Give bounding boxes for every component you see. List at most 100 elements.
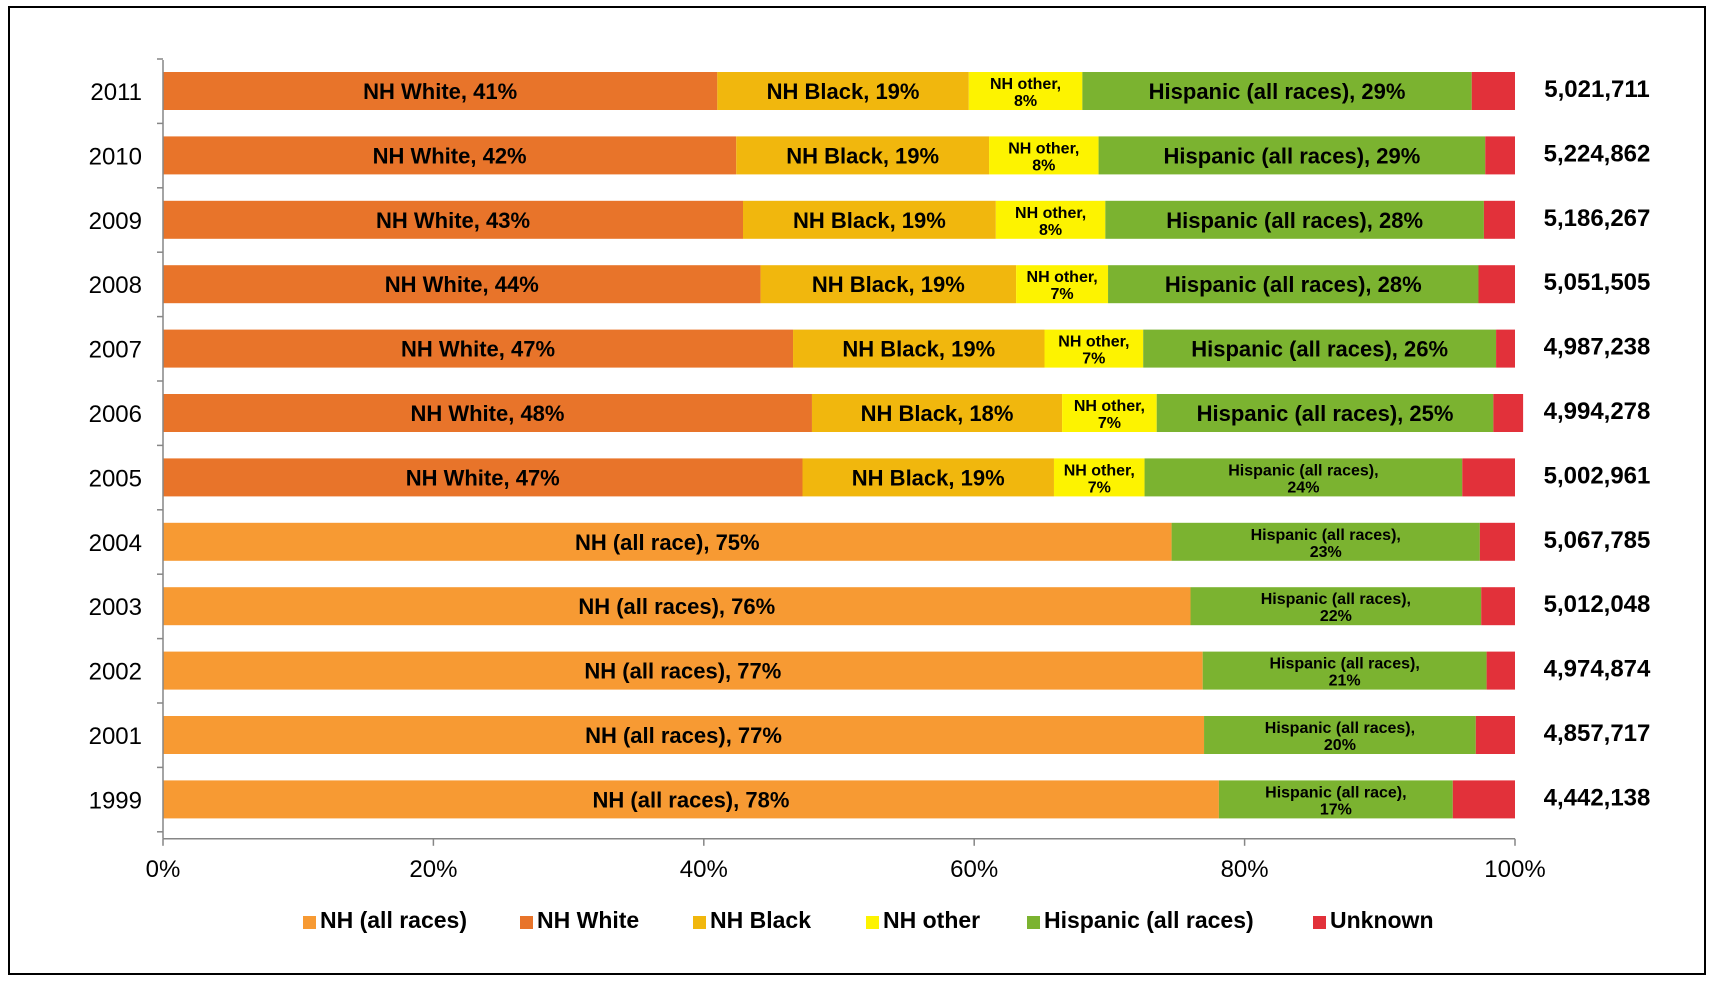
bar-segment-nh_black[interactable] [736, 136, 990, 175]
legend-swatch [303, 916, 316, 929]
bar-segment-nh_other[interactable] [1016, 265, 1109, 304]
bar-segment-nh_other[interactable] [968, 72, 1083, 110]
bar-segment-hispanic[interactable] [1105, 200, 1484, 239]
segment-label: NH Black, 19% [767, 79, 920, 104]
bar-segment-nh_white[interactable] [163, 458, 803, 497]
segment-label: NH (all races), 77% [585, 723, 782, 748]
y-tick-label: 2007 [89, 337, 142, 364]
bar-segment-unknown[interactable] [1462, 458, 1515, 497]
bar-segment-nh_all[interactable] [163, 651, 1203, 690]
segment-label: NH White, 47% [406, 465, 560, 490]
segment-label-line: Hispanic (all races), [1265, 720, 1415, 737]
bar-segment-unknown[interactable] [1483, 200, 1515, 239]
x-tick-label: 60% [950, 856, 998, 883]
bar-segment-hispanic[interactable] [1098, 136, 1486, 175]
total-value: 5,012,048 [1544, 591, 1651, 618]
total-value: 4,974,874 [1544, 656, 1651, 683]
bar-segment-nh_all[interactable] [163, 716, 1205, 754]
segment-label: NH Black, 18% [861, 401, 1014, 426]
bar-segment-unknown[interactable] [1471, 72, 1515, 110]
bar-segment-nh_black[interactable] [717, 72, 969, 110]
legend: NH (all races) NH White NH Black NH other Hi… [303, 907, 1434, 933]
bar-segment-nh_black[interactable] [802, 458, 1054, 497]
bar-segment-nh_white[interactable] [163, 265, 761, 304]
bar-segment-nh_all[interactable] [163, 587, 1191, 626]
segment-label: NH White, 41% [363, 79, 517, 104]
bar-segment-nh_other[interactable] [989, 136, 1099, 175]
bar-segment-nh_white[interactable] [163, 136, 737, 175]
legend-item-nh_white[interactable]: NH White [520, 907, 639, 933]
segment-label-line: 7% [1082, 351, 1105, 368]
bar-segment-unknown[interactable] [1478, 265, 1515, 304]
segment-label-line: NH other, [1064, 462, 1135, 479]
legend-label: Hispanic (all races) [1044, 907, 1254, 933]
bar-segment-hispanic[interactable] [1202, 651, 1487, 690]
bar-row-2010: NH White, 42% NH Black, 19% NH other, 8% His… [163, 136, 1515, 175]
segment-label: NH Black, 19% [786, 143, 939, 168]
bar-segment-hispanic[interactable] [1143, 329, 1497, 368]
bar-row-1999: NH (all races), 78% Hispanic (all race), 1… [163, 780, 1515, 819]
bar-segment-hispanic[interactable] [1218, 780, 1453, 819]
bar-segment-nh_white[interactable] [163, 394, 812, 432]
bar-segment-nh_all[interactable] [163, 522, 1172, 561]
segment-label: Hispanic (all races), 29% [1149, 79, 1406, 104]
legend-item-unknown[interactable]: Unknown [1313, 907, 1434, 933]
segment-label-line: Hispanic (all race), [1265, 784, 1406, 801]
segment-label: NH (all races), 76% [578, 594, 775, 619]
bar-segment-hispanic[interactable] [1082, 72, 1472, 110]
bar-segment-hispanic[interactable] [1156, 394, 1494, 432]
segment-label: Hispanic (all races), 25% [1197, 401, 1454, 426]
segment-label-line: NH other, [1058, 334, 1129, 351]
segment-label-line: 7% [1098, 415, 1121, 432]
y-tick-label: 2005 [89, 465, 142, 492]
y-tick-label: 2009 [89, 208, 142, 235]
bar-segment-hispanic[interactable] [1204, 716, 1476, 754]
legend-label: NH Black [710, 907, 811, 933]
bar-segment-hispanic[interactable] [1144, 458, 1463, 497]
bar-row-2011: NH White, 41% NH Black, 19% NH other, 8% His… [163, 72, 1515, 110]
legend-item-nh_all[interactable]: NH (all races) [303, 907, 467, 933]
segment-label-line: NH other, [1015, 205, 1086, 222]
bar-segment-nh_black[interactable] [760, 265, 1017, 304]
bar-segment-unknown[interactable] [1481, 587, 1515, 626]
bar-segment-unknown[interactable] [1486, 651, 1515, 690]
bar-segment-unknown[interactable] [1479, 522, 1515, 561]
x-tick-label: 40% [680, 856, 728, 883]
bar-segment-hispanic[interactable] [1171, 522, 1480, 561]
bar-segment-nh_other[interactable] [995, 200, 1106, 239]
bar-segment-nh_black[interactable] [811, 394, 1063, 432]
y-tick-label: 2011 [90, 79, 142, 106]
segment-label: NH other, 7% [1027, 269, 1098, 303]
bar-segment-nh_other[interactable] [1053, 458, 1145, 497]
bar-segment-nh_other[interactable] [1044, 329, 1144, 368]
bar-segment-unknown[interactable] [1485, 136, 1515, 175]
bar-segment-hispanic[interactable] [1108, 265, 1479, 304]
bar-segment-nh_all[interactable] [163, 780, 1219, 819]
segment-label-line: NH other, [1027, 269, 1098, 286]
bar-segment-nh_black[interactable] [743, 200, 996, 239]
bar-segment-nh_white[interactable] [163, 329, 794, 368]
bar-row-2002: NH (all races), 77% Hispanic (all races),… [163, 651, 1515, 690]
segment-label: Hispanic (all races), 29% [1164, 143, 1421, 168]
bar-segment-nh_other[interactable] [1062, 394, 1157, 432]
bar-segment-unknown[interactable] [1496, 329, 1515, 368]
segment-label: NH White, 44% [385, 272, 539, 297]
bar-segment-unknown[interactable] [1452, 780, 1515, 819]
segment-label-line: 7% [1051, 286, 1074, 303]
bar-segment-unknown[interactable] [1493, 394, 1524, 432]
bar-segment-unknown[interactable] [1475, 716, 1515, 754]
legend-item-nh_black[interactable]: NH Black [693, 907, 811, 933]
bar-segment-nh_white[interactable] [163, 72, 718, 110]
legend-item-hispanic[interactable]: Hispanic (all races) [1027, 907, 1254, 933]
legend-label: NH White [537, 907, 639, 933]
bar-segment-nh_white[interactable] [163, 200, 744, 239]
legend-swatch [1027, 916, 1040, 929]
bar-segment-hispanic[interactable] [1190, 587, 1482, 626]
segment-label-line: Hispanic (all races), [1261, 591, 1411, 608]
segment-label-line: 17% [1320, 801, 1352, 818]
bar-segment-nh_black[interactable] [793, 329, 1045, 368]
bars: NH White, 41% NH Black, 19% NH other, 8% His… [163, 72, 1524, 819]
legend-item-nh_other[interactable]: NH other [866, 907, 980, 933]
segment-label: NH other, 8% [1015, 205, 1086, 239]
legend-swatch [520, 916, 533, 929]
